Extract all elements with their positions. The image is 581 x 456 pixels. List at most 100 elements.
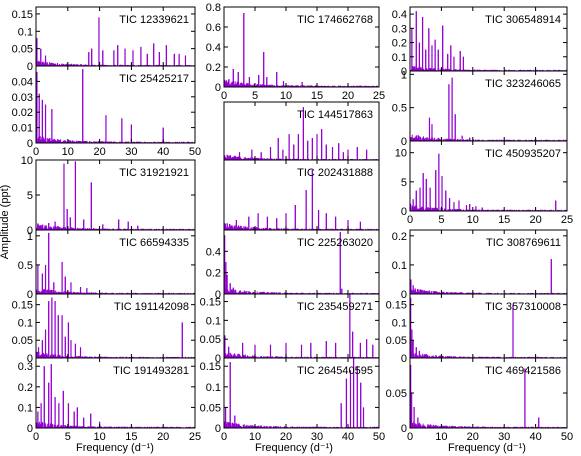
x-tick-label: 0 (407, 214, 413, 226)
y-tick-label: 0.01 (12, 123, 33, 135)
panel-tic-31921921: 0 5 10 TIC 31921921 (21, 155, 196, 237)
panel-tic-174662768: 0 0.2 0.4 0.6 0.8 0 5 10 15 20 25 TIC 174662768 (206, 2, 385, 102)
panel-title: TIC 469421586 (485, 365, 561, 377)
panel-tic-264540595: 0 0.05 0.1 0.15 0 10 20 30 40 50 TIC 264540595 (200, 357, 385, 443)
x-tick-label: 15 (125, 431, 137, 443)
y-tick-label: 0.3 (18, 361, 33, 373)
y-tick-label: 10 (395, 148, 407, 160)
y-tick-label: 0.4 (206, 42, 221, 54)
y-tick-label: 0.03 (12, 92, 33, 104)
y-tick-label: 0.1 (392, 260, 407, 272)
x-tick-label: 0 (221, 90, 227, 102)
panel-tic-308769611: 0 0.1 0.2 TIC 308769611 (392, 229, 568, 301)
y-tick-label: 0.8 (206, 2, 221, 14)
panel-title: TIC 264540595 (297, 365, 373, 377)
panel-tic-306548914: 0 0.1 0.2 0.3 0.4 TIC 306548914 (392, 6, 568, 78)
y-tick-label: 0.15 (12, 9, 33, 21)
x-tick-label: 25 (373, 90, 385, 102)
x-tick-label: 50 (189, 146, 201, 158)
y-tick-label: 0 (215, 82, 221, 94)
panel-tic-191493281: 0 0.1 0.2 0.3 0 5 10 15 20 25 TIC 191493281 (18, 357, 201, 443)
y-tick-label: 0.04 (12, 76, 33, 88)
y-tick-label: 0 (401, 353, 407, 365)
x-tick-label: 5 (438, 214, 444, 226)
y-tick-label: 0 (27, 289, 33, 301)
x-tick-label: 0 (33, 146, 39, 158)
panel-title: TIC 323246065 (485, 78, 561, 90)
panel-tic-323246065: 0 0.5 1 TIC 323246065 (392, 69, 568, 148)
x-tick-label: 25 (561, 214, 573, 226)
x-tick-label: 0 (33, 431, 39, 443)
y-tick-label: 0.1 (18, 26, 33, 38)
panel-frame (409, 140, 568, 212)
y-tick-label: 0.1 (18, 402, 33, 414)
panel-title: TIC 66594335 (119, 237, 189, 249)
y-tick-label: 0.6 (206, 22, 221, 34)
y-tick-label: 0.15 (200, 297, 221, 309)
panel-title: TIC 450935207 (485, 148, 561, 160)
panel-title: TIC 225263020 (297, 237, 373, 249)
panel-title: TIC 357310008 (485, 301, 561, 313)
y-tick-label: 0.1 (392, 52, 407, 64)
x-tick-label: 15 (498, 214, 510, 226)
y-tick-label: 0 (401, 136, 407, 148)
panel-tic-469421586: 0 0.05 0 10 20 30 40 50 TIC 469421586 (386, 357, 573, 443)
x-tick-label: 40 (529, 431, 541, 443)
panels-group: 00.050.10.15 TIC 1233962100.010.020.030.0… (12, 2, 574, 443)
y-tick-label: 1 (27, 231, 33, 243)
y-axis-title: Amplitude (ppt) (0, 185, 11, 260)
y-tick-label: 0.5 (392, 103, 407, 115)
y-tick-label: 0.2 (206, 268, 221, 280)
x-tick-label: 20 (529, 214, 541, 226)
x-tick-label: 50 (373, 431, 385, 443)
panel-tic-235459271: 0 0.05 0.1 0.15 TIC 235459271 (200, 293, 380, 365)
x-tick-label: 0 (221, 431, 227, 443)
x-axis-title-col2: Frequency (d⁻¹) (255, 442, 333, 454)
y-tick-label: 0 (401, 423, 407, 435)
y-tick-label: 0 (27, 61, 33, 73)
panel-tic-450935207: 0 5 10 0 5 10 15 20 25 TIC 450935207 (395, 140, 573, 226)
panel-title: TIC 174662768 (297, 14, 373, 26)
y-tick-label: 0.2 (18, 382, 33, 394)
y-tick-label: 0.02 (12, 107, 33, 119)
y-tick-label: 0 (401, 206, 407, 218)
x-tick-label: 50 (561, 431, 573, 443)
y-tick-label: 5 (27, 190, 33, 202)
y-tick-label: 0.2 (392, 38, 407, 50)
y-tick-label: 0.2 (392, 231, 407, 243)
x-tick-label: 10 (93, 431, 105, 443)
y-tick-label: 0 (401, 289, 407, 301)
panel-tic-66594335: 0 0.5 1 TIC 66594335 (18, 229, 196, 301)
y-tick-label: 0.5 (18, 260, 33, 272)
x-tick-label: 10 (467, 214, 479, 226)
panel-title: TIC 191142098 (114, 301, 189, 313)
y-tick-label: 0 (401, 66, 407, 78)
panel-title: TIC 235459271 (297, 301, 373, 313)
y-tick-label: 0.05 (386, 388, 407, 400)
x-tick-label: 10 (280, 90, 292, 102)
y-tick-label: 0.3 (392, 23, 407, 35)
periodogram-series (410, 259, 567, 294)
y-tick-label: 0.1 (206, 315, 221, 327)
panel-title: TIC 306548914 (485, 14, 561, 26)
y-tick-label: 0 (215, 289, 221, 301)
x-tick-label: 20 (280, 431, 292, 443)
panel-tic-12339621: 0 0.05 0.1 0.15 TIC 12339621 (12, 6, 196, 73)
x-tick-label: 40 (342, 431, 354, 443)
y-tick-label: 0.1 (392, 317, 407, 329)
y-tick-label: 0 (27, 423, 33, 435)
panel-title: TIC 25425217 (119, 73, 189, 85)
panel-title: TIC 191493281 (113, 365, 189, 377)
y-tick-label: 0 (27, 353, 33, 365)
panel-title: TIC 202431888 (297, 167, 373, 179)
x-tick-label: 30 (125, 146, 137, 158)
y-tick-label: 0.05 (200, 334, 221, 346)
x-tick-label: 10 (62, 146, 74, 158)
x-axis-title-col1: Frequency (d⁻¹) (76, 442, 154, 454)
y-tick-label: 5 (401, 177, 407, 189)
panel-title: TIC 144517863 (297, 109, 373, 121)
x-tick-label: 10 (249, 431, 261, 443)
panel-title: TIC 31921921 (119, 167, 189, 179)
